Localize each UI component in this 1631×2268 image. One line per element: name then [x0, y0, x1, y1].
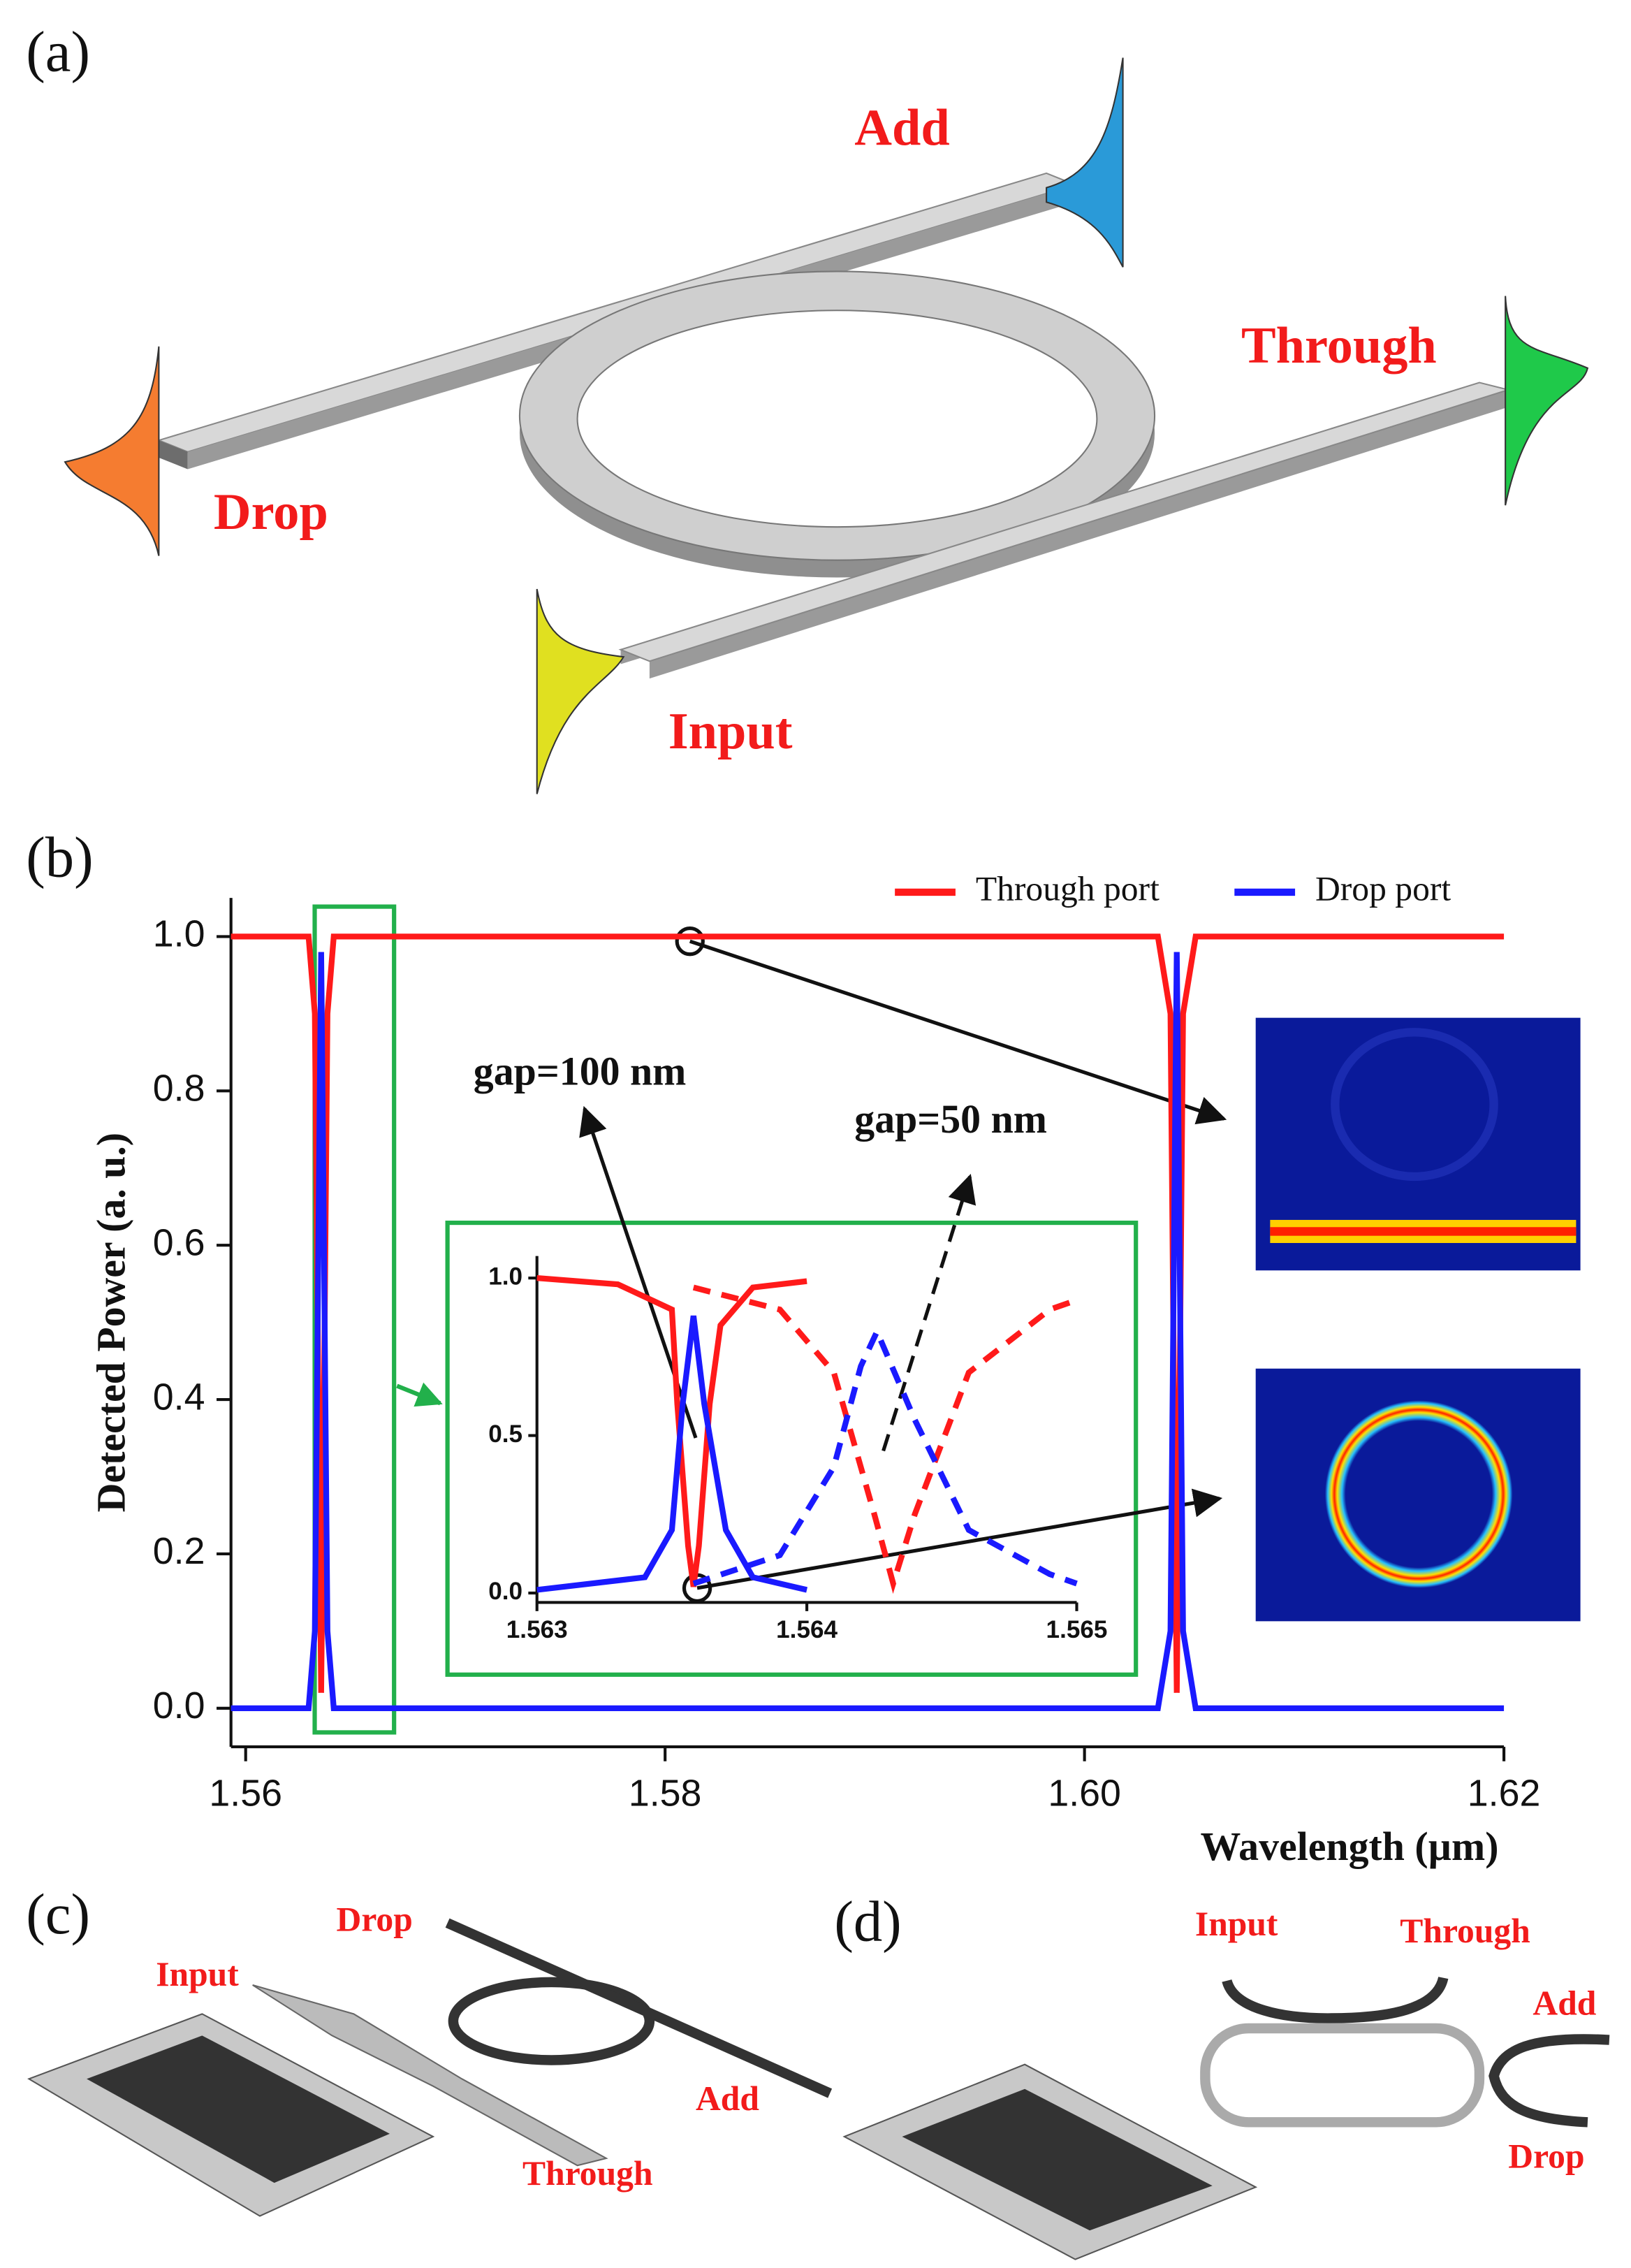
inset-line [536, 1315, 808, 1593]
port-label: Add [854, 99, 949, 157]
annotation: gap=100 nm [474, 1049, 687, 1094]
y-tick-label: 0.0 [153, 1685, 205, 1727]
ring [1200, 2023, 1485, 2128]
y-tick-label: 0.8 [153, 1067, 205, 1109]
annotation: gap=50 nm [854, 1096, 1047, 1142]
arrow [696, 1488, 1223, 1590]
port-label: Input [156, 1955, 239, 1993]
y-axis-title: Detected Power (a. u.) [89, 1133, 134, 1512]
ring [448, 1977, 655, 2065]
x-tick-label: 1.62 [1468, 1773, 1541, 1815]
cantilever [252, 1984, 608, 2167]
panel-label: (a) [26, 20, 90, 84]
data-line [231, 952, 1505, 1712]
y-tick-label: 0.4 [153, 1376, 205, 1418]
port-label: Input [668, 703, 793, 760]
legend-label: Drop port [1315, 869, 1451, 908]
marker-circle [675, 926, 705, 957]
panel-label: (c) [26, 1882, 90, 1946]
panel-a: (a) Add Through Drop Input [26, 20, 1589, 794]
highlight-arrow [396, 1382, 443, 1407]
y-tick-label: 0.2 [153, 1530, 205, 1572]
port-label: Add [696, 2079, 759, 2118]
field-image [1255, 1017, 1581, 1271]
x-tick-label: 1.565 [1046, 1616, 1108, 1643]
port-label: Input [1195, 1905, 1278, 1943]
x-tick-label: 1.563 [506, 1616, 568, 1643]
port-label: Add [1533, 1984, 1596, 2022]
port-label: Through [522, 2154, 652, 2193]
waveguide [445, 1918, 833, 2098]
panel-label: (b) [26, 825, 93, 889]
port-label: Through [1241, 317, 1437, 375]
port-label: Through [1400, 1912, 1530, 1950]
field-image [1255, 1368, 1581, 1622]
y-tick-label: 0.5 [488, 1420, 522, 1448]
waveguide-side [620, 389, 1509, 679]
panel-label: (d) [834, 1889, 901, 1953]
y-tick-label: 1.0 [153, 913, 205, 955]
mode-profile [1046, 57, 1124, 268]
x-axis-title: Wavelength (µm) [1201, 1824, 1499, 1869]
highlight-box [312, 904, 397, 1735]
x-tick-label: 1.60 [1048, 1773, 1121, 1815]
port-label: Drop [214, 484, 328, 541]
panel-c: (c) Drop Input Add Through [26, 1882, 833, 2217]
x-tick-label: 1.58 [629, 1773, 702, 1815]
mode-profile [1505, 296, 1589, 506]
x-tick-label: 1.564 [776, 1616, 838, 1643]
inset-line [536, 1275, 807, 1587]
ring-hole [576, 310, 1098, 528]
bus-waveguide [1222, 1976, 1449, 2023]
arrow [689, 939, 1227, 1125]
comb-drive [87, 2035, 390, 2183]
port-label: Drop [337, 1900, 413, 1939]
arrow [882, 1174, 977, 1452]
bus-waveguide [1489, 2034, 1610, 2128]
y-tick-label: 0.0 [488, 1578, 522, 1605]
x-tick-label: 1.56 [209, 1773, 282, 1815]
port-label: Drop [1508, 2137, 1584, 2175]
mode-profile [64, 346, 160, 556]
legend-label: Through port [976, 869, 1160, 908]
panel-d: (d) Input Through Add Drop [834, 1889, 1610, 2260]
inset-line [692, 1284, 1078, 1594]
inset-line [692, 1324, 1078, 1587]
comb-drive [902, 2088, 1213, 2231]
inset-box [445, 1220, 1139, 1677]
y-tick-label: 0.6 [153, 1221, 205, 1263]
waveguide-end [159, 440, 188, 470]
mode-profile [536, 588, 625, 794]
y-tick-label: 1.0 [488, 1263, 522, 1290]
panel-b: (b) gap=100 nm gap=50 nm Wavelength (µm)… [26, 825, 1581, 1869]
